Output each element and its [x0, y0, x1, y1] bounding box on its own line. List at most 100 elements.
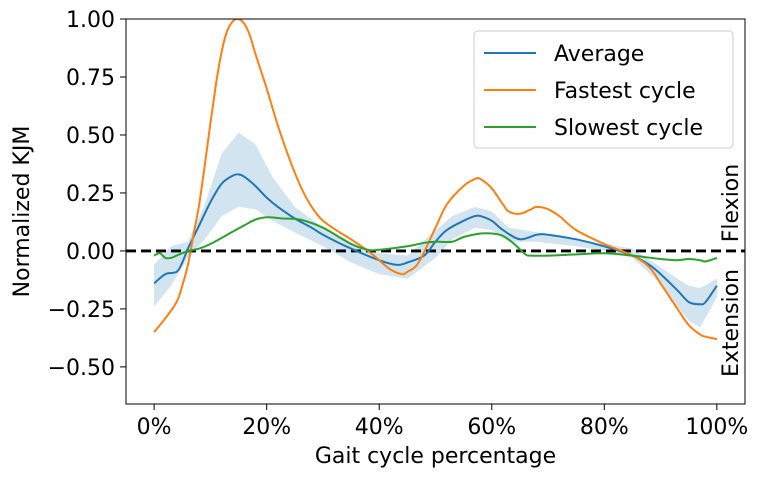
data-point	[446, 204, 448, 206]
data-point	[153, 331, 155, 333]
data-point	[519, 238, 521, 240]
data-point	[181, 252, 183, 254]
data-point	[603, 245, 605, 247]
data-point	[705, 301, 707, 303]
data-point	[648, 266, 650, 268]
data-point	[322, 220, 324, 222]
data-point	[480, 178, 482, 180]
data-point	[435, 241, 437, 243]
legend-box	[473, 30, 734, 149]
data-point	[508, 211, 510, 213]
data-point	[193, 234, 195, 236]
data-point	[176, 271, 178, 273]
x-tick-label: 20%	[242, 415, 291, 440]
flexion-annotation: Flexion	[719, 164, 744, 242]
data-point	[575, 238, 577, 240]
data-point	[181, 262, 183, 264]
y-tick-label: 0.00	[66, 240, 115, 265]
data-point	[204, 164, 206, 166]
series-line-slowest-cycle	[153, 216, 718, 263]
data-point	[575, 229, 577, 231]
data-point	[418, 262, 420, 264]
data-point	[660, 282, 662, 284]
data-point	[677, 259, 679, 261]
data-point	[311, 227, 313, 229]
data-point	[502, 229, 504, 231]
data-point	[716, 257, 718, 259]
data-point	[164, 257, 166, 259]
data-point	[406, 245, 408, 247]
data-point	[480, 233, 482, 235]
data-point	[699, 333, 701, 335]
data-point	[519, 213, 521, 215]
data-point	[288, 157, 290, 159]
data-point	[699, 303, 701, 305]
std-band	[154, 132, 717, 328]
data-point	[390, 269, 392, 271]
data-point	[530, 208, 532, 210]
data-point	[378, 249, 380, 251]
data-point	[401, 273, 403, 275]
ticks-layer: 0% 20% 40% 60% 80% 100% −0.50 −0.25 0.00 0.25 0.50…	[48, 8, 749, 440]
axes-frame	[125, 18, 746, 405]
data-point	[198, 224, 200, 226]
data-point	[209, 243, 211, 245]
series-line-fastest-cycle	[153, 19, 718, 341]
y-axis-label: Normalized KJM	[10, 126, 35, 298]
data-point	[243, 23, 245, 25]
band-layer	[154, 132, 717, 328]
data-point	[283, 218, 285, 220]
data-point	[164, 273, 166, 275]
data-point	[688, 324, 690, 326]
data-point	[716, 338, 718, 340]
data-point	[266, 88, 268, 90]
data-point	[502, 204, 504, 206]
extension-annotation: Extension	[719, 269, 744, 377]
data-point	[513, 243, 515, 245]
data-point	[716, 285, 718, 287]
data-point	[688, 258, 690, 260]
data-point	[232, 20, 234, 22]
data-point	[159, 252, 161, 254]
data-point	[299, 219, 301, 221]
data-point	[502, 235, 504, 237]
data-point	[547, 208, 549, 210]
y-tick-label: −0.25	[48, 298, 115, 323]
data-point	[677, 308, 679, 310]
data-point	[170, 257, 172, 259]
data-point	[705, 336, 707, 338]
data-point	[299, 185, 301, 187]
data-point	[311, 206, 313, 208]
data-point	[632, 255, 634, 257]
data-point	[463, 220, 465, 222]
data-point	[367, 249, 369, 251]
data-point	[243, 176, 245, 178]
data-point	[187, 248, 189, 250]
data-point	[153, 255, 155, 257]
data-point	[677, 289, 679, 291]
data-point	[254, 53, 256, 55]
data-point	[536, 206, 538, 208]
data-point	[209, 201, 211, 203]
data-point	[221, 183, 223, 185]
data-point	[164, 317, 166, 319]
data-point	[232, 175, 234, 177]
data-point	[530, 255, 532, 257]
data-point	[226, 30, 228, 32]
data-point	[350, 238, 352, 240]
data-point	[660, 273, 662, 275]
data-point	[187, 250, 189, 252]
x-axis-label: Gait cycle percentage	[315, 444, 556, 469]
data-point	[491, 187, 493, 189]
data-point	[254, 219, 256, 221]
data-point	[266, 216, 268, 218]
data-point	[474, 215, 476, 217]
data-point	[603, 252, 605, 254]
data-point	[525, 253, 527, 255]
data-point	[435, 227, 437, 229]
data-point	[153, 282, 155, 284]
data-point	[322, 234, 324, 236]
data-point	[181, 285, 183, 287]
data-point	[187, 264, 189, 266]
